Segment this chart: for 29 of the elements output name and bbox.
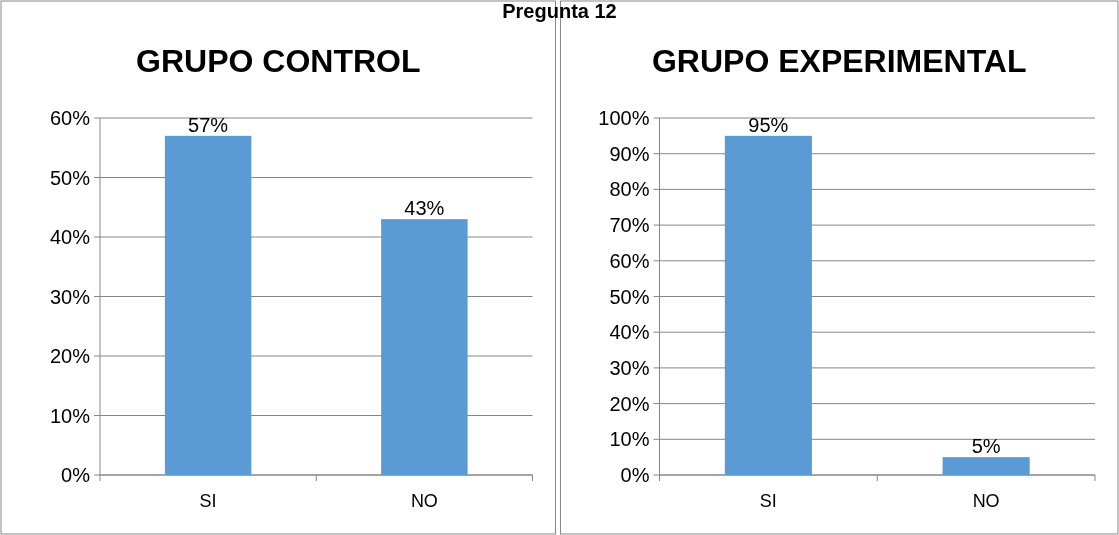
x-tick-label: SI [759, 491, 777, 511]
y-tick-label: 20% [49, 345, 91, 367]
y-tick-label: 30% [49, 285, 91, 308]
y-tick-label: 40% [49, 226, 91, 248]
y-tick-label: 10% [49, 404, 91, 427]
y-tick-label: 90% [609, 142, 650, 165]
y-tick-label: 50% [609, 285, 650, 308]
data-label: 57% [188, 113, 229, 136]
data-label: 95% [748, 113, 789, 136]
x-tick-label: NO [972, 491, 1000, 511]
data-label: 5% [971, 435, 1001, 458]
y-tick-label: 70% [609, 214, 650, 237]
y-tick-label: 80% [609, 178, 650, 201]
y-tick-label: 50% [49, 166, 91, 189]
x-tick-label: NO [410, 491, 438, 511]
y-tick-label: 0% [620, 464, 650, 486]
y-tick-label: 20% [609, 392, 650, 415]
y-tick-label: 60% [49, 107, 91, 129]
y-tick-label: 30% [609, 356, 650, 379]
y-tick-label: 100% [598, 107, 650, 129]
y-tick-label: 60% [609, 249, 650, 272]
y-tick-label: 10% [609, 428, 650, 451]
chart-title: GRUPO EXPERIMENTAL [651, 43, 1027, 79]
chart-title: GRUPO CONTROL [136, 43, 421, 79]
data-label: 43% [404, 197, 445, 220]
text: Pregunta 12 [502, 0, 617, 22]
y-tick-label: 0% [61, 464, 91, 486]
x-tick-label: SI [199, 491, 217, 511]
y-tick-label: 40% [609, 321, 650, 344]
